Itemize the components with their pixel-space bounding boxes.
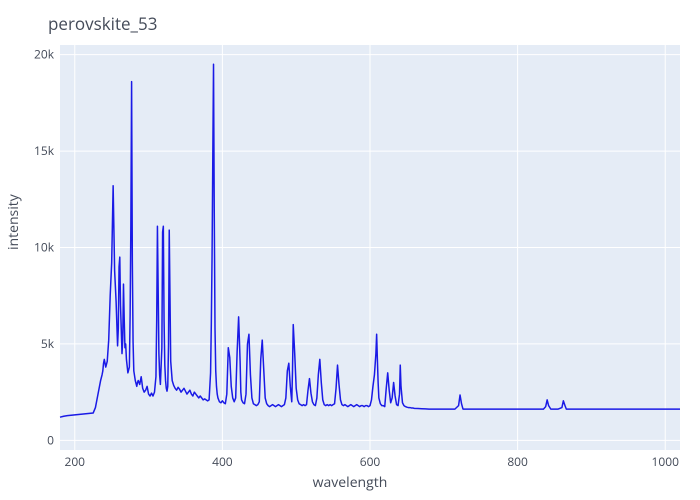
x-tick-label: 800 [507,453,528,470]
y-tick-label: 5k [41,335,55,352]
y-tick-label: 0 [47,431,54,448]
y-tick-label: 15k [34,142,55,159]
chart-container: perovskite_53 intensity wavelength 20040… [0,0,700,500]
x-tick-label: 600 [360,453,381,470]
plot-svg: 200 400 600 800 1000 0 5k 10k 15k 20k [0,0,700,500]
x-tick-label: 200 [64,453,85,470]
x-tick-label: 1000 [652,453,680,470]
y-tick-label: 10k [34,239,55,256]
y-tick-label: 20k [34,46,55,63]
x-tick-label: 400 [212,453,233,470]
